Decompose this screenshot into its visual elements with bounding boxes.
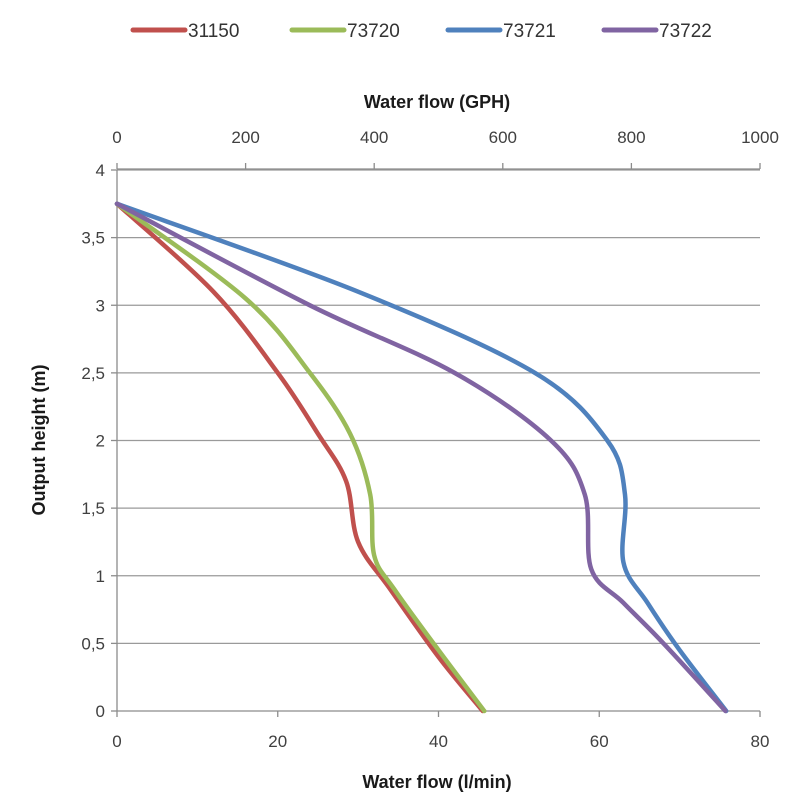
top-axis-title: Water flow (GPH) (364, 92, 510, 112)
x-axis-ticks: 0 20 40 60 80 (112, 711, 769, 751)
x-axis-title: Water flow (l/min) (362, 772, 511, 792)
x-tick-label: 40 (429, 732, 448, 751)
top-tick-label: 400 (360, 128, 388, 147)
y-tick-label: 0 (96, 702, 105, 721)
series-line-73720 (114, 201, 487, 714)
x-tick-label: 0 (112, 732, 121, 751)
top-tick-label: 800 (617, 128, 645, 147)
y-tick-label: 3 (96, 296, 105, 315)
top-tick-label: 200 (231, 128, 259, 147)
y-tick-label: 1 (96, 567, 105, 586)
top-tick-label: 1000 (741, 128, 779, 147)
series-line-73721 (114, 201, 729, 714)
top-tick-label: 0 (112, 128, 121, 147)
top-tick-label: 600 (489, 128, 517, 147)
x-tick-label: 60 (590, 732, 609, 751)
series-line-73722 (114, 201, 728, 714)
y-axis-title: Output height (m) (29, 365, 49, 516)
legend-label: 31150 (188, 21, 239, 42)
x-tick-label: 80 (751, 732, 770, 751)
y-axis-ticks: 0 0,5 1 1,5 2 2,5 3 3,5 4 (81, 161, 117, 721)
y-tick-label: 0,5 (81, 634, 105, 653)
y-tick-label: 2,5 (81, 364, 105, 383)
y-tick-label: 2 (96, 432, 105, 451)
legend-label: 73722 (659, 21, 712, 42)
legend-label: 73721 (503, 21, 556, 42)
y-tick-label: 4 (96, 161, 105, 180)
gridlines (117, 169, 760, 645)
series-lines (114, 201, 729, 714)
y-tick-label: 3,5 (81, 229, 105, 248)
top-axis-ticks: 0 200 400 600 800 1000 (112, 128, 779, 169)
legend-label: 73720 (347, 21, 400, 42)
x-tick-label: 20 (268, 732, 287, 751)
legend: 31150 73720 73721 73722 (130, 21, 712, 42)
series-line-31150 (114, 201, 485, 714)
y-tick-label: 1,5 (81, 499, 105, 518)
